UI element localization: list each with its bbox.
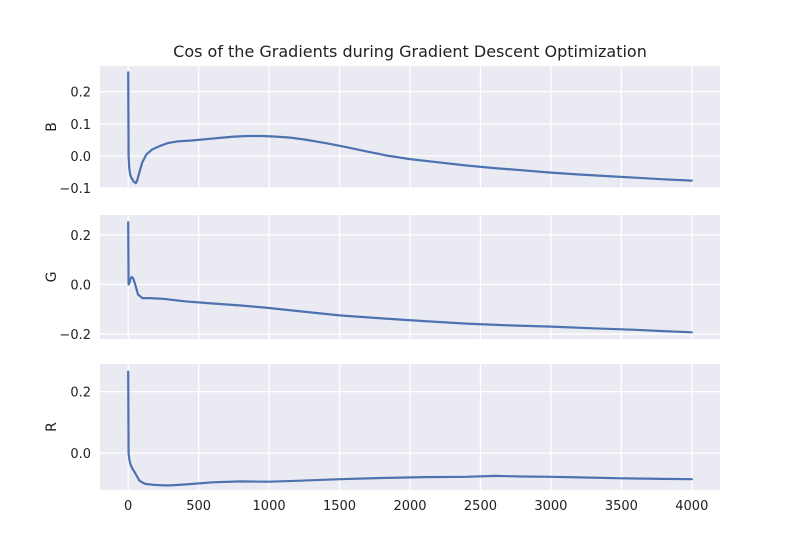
- x-tick-label: 3000: [534, 499, 567, 514]
- x-tick-label: 3500: [605, 499, 638, 514]
- x-tick-label: 2000: [393, 499, 426, 514]
- panel-g-ytick-label: 0.2: [70, 229, 91, 244]
- panel-r-ytick-label: 0.0: [70, 447, 91, 462]
- x-tick-label: 0: [124, 499, 132, 514]
- x-tick-label: 1500: [323, 499, 356, 514]
- subplots-group: −0.1 0.0 0.1 0.2 B −0.2 0.0 0.2 G 0.0 0.2 R 0 500 1000…: [44, 66, 720, 514]
- panel-r-ylabel: R: [44, 422, 60, 432]
- panel-b-ytick-label: 0.1: [70, 118, 91, 133]
- x-tick-label: 1000: [253, 499, 286, 514]
- panel-b-series-line: [127, 71, 693, 185]
- x-tick-label: 4000: [675, 499, 708, 514]
- panel-b-ytick-label: 0.0: [70, 150, 91, 165]
- panel-b-ytick-label: −0.1: [59, 182, 91, 197]
- panel-g-ylabel: G: [44, 272, 60, 283]
- panel-r-series-line: [127, 370, 693, 487]
- x-tick-label: 2500: [464, 499, 497, 514]
- panel-g-series-line: [127, 221, 693, 334]
- panel-g-ytick-label: −0.2: [59, 328, 91, 343]
- panel-b-ytick-label: 0.2: [70, 86, 91, 101]
- panel-b-ylabel: B: [44, 122, 60, 132]
- chart-title: Cos of the Gradients during Gradient Des…: [173, 42, 647, 61]
- x-tick-label: 500: [186, 499, 211, 514]
- panel-r-ytick-label: 0.2: [70, 386, 91, 401]
- panel-g-ytick-label: 0.0: [70, 278, 91, 293]
